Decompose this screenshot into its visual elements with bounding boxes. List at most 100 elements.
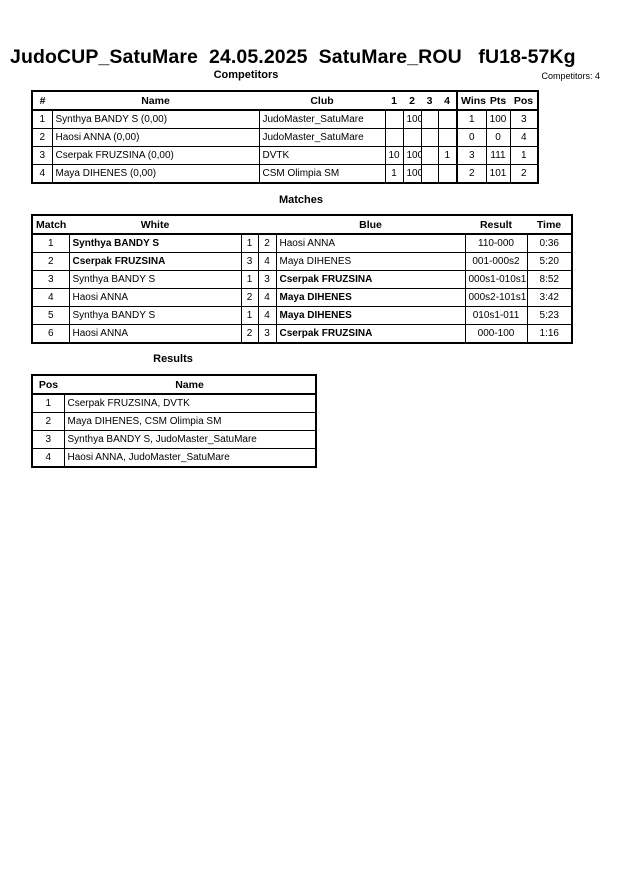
result-cell: 4 — [31, 448, 65, 468]
column-header: 2 — [403, 90, 421, 111]
competitor-cell — [402, 128, 422, 147]
competitor-cell: JudoMaster_SatuMare — [258, 109, 386, 129]
match-row: 4 Haosi ANNA 2 4 Maya DIHENES 000s2-101s1 3:42 — [31, 288, 573, 307]
result-cell: Maya DIHENES, CSM Olimpia SM — [63, 412, 317, 431]
competitor-cell: 3 — [31, 146, 53, 165]
competitor-cell: 2 — [456, 164, 487, 184]
match-no: 6 — [31, 324, 70, 344]
match-wn: 1 — [240, 306, 259, 325]
match-white: Haosi ANNA — [68, 324, 242, 344]
competitor-cell — [420, 128, 439, 147]
competitor-cell: 1 — [509, 146, 539, 165]
match-white: Synthya BANDY S — [68, 270, 242, 289]
competitor-cell: Haosi ANNA (0,00) — [51, 128, 260, 147]
match-row: 3 Synthya BANDY S 1 3 Cserpak FRUZSINA 000s1-… — [31, 270, 573, 289]
matches-heading: Matches — [278, 194, 324, 206]
match-white: Synthya BANDY S — [68, 233, 242, 253]
result-cell: Synthya BANDY S, JudoMaster_SatuMare — [63, 430, 317, 449]
competitor-cell — [437, 128, 458, 147]
competitors-heading: Competitors — [213, 69, 279, 81]
result-row: 4 Haosi ANNA, JudoMaster_SatuMare — [31, 448, 317, 468]
column-header: Pts — [486, 90, 510, 111]
competitor-cell: 4 — [509, 128, 539, 147]
match-blue: Maya DIHENES — [275, 288, 466, 307]
match-result: 110-000 — [464, 233, 528, 253]
match-result: 001-000s2 — [464, 252, 528, 271]
match-wn: 1 — [240, 233, 259, 253]
result-cell: Cserpak FRUZSINA, DVTK — [63, 393, 317, 413]
competitor-cell: Maya DIHENES (0,00) — [51, 164, 260, 184]
column-header: Name — [64, 374, 316, 395]
match-white: Synthya BANDY S — [68, 306, 242, 325]
competitor-cell — [384, 128, 404, 147]
column-header: Time — [527, 214, 572, 235]
competitor-cell: Cserpak FRUZSINA (0,00) — [51, 146, 260, 165]
match-time: 0:36 — [526, 233, 573, 253]
column-header: 4 — [438, 90, 457, 111]
result-cell: Haosi ANNA, JudoMaster_SatuMare — [63, 448, 317, 468]
match-no: 2 — [31, 252, 70, 271]
match-blue: Maya DIHENES — [275, 252, 466, 271]
match-blue: Maya DIHENES — [275, 306, 466, 325]
match-no: 1 — [31, 233, 70, 253]
competitor-cell: 101 — [485, 164, 511, 184]
match-bn: 4 — [257, 252, 277, 271]
competitor-cell: 100 — [402, 164, 422, 184]
result-row: 2 Maya DIHENES, CSM Olimpia SM — [31, 412, 317, 431]
match-result: 000-100 — [464, 324, 528, 344]
match-row: 1 Synthya BANDY S 1 2 Haosi ANNA 110-000 0:36 — [31, 233, 573, 253]
competitor-cell: 1 — [31, 109, 53, 129]
competitor-cell: 3 — [509, 109, 539, 129]
match-time: 8:52 — [526, 270, 573, 289]
column-header: # — [32, 90, 52, 111]
competitor-cell — [420, 164, 439, 184]
column-header: Name — [52, 90, 259, 111]
column-header: Result — [465, 214, 527, 235]
competitor-cell: 2 — [31, 128, 53, 147]
column-header: Club — [259, 90, 385, 111]
match-bn: 4 — [257, 306, 277, 325]
competitors-table: # Name Club 1 2 3 4 Wins Pts Pos 1 Synthya BANDY S … — [31, 90, 539, 184]
competitor-cell: 100 — [402, 146, 422, 165]
column-header: Wins — [456, 90, 486, 111]
match-bn: 2 — [257, 233, 277, 253]
match-result: 010s1-011 — [464, 306, 528, 325]
match-no: 5 — [31, 306, 70, 325]
match-white: Cserpak FRUZSINA — [68, 252, 242, 271]
match-wn: 2 — [240, 288, 259, 307]
results-heading: Results — [153, 353, 193, 365]
match-blue: Cserpak FRUZSINA — [275, 270, 466, 289]
match-wn: 2 — [240, 324, 259, 344]
competitor-row: 1 Synthya BANDY S (0,00) JudoMaster_SatuMa… — [31, 109, 539, 129]
competitor-cell: 3 — [456, 146, 487, 165]
match-row: 2 Cserpak FRUZSINA 3 4 Maya DIHENES 001-000s2… — [31, 252, 573, 271]
competitor-cell: CSM Olimpia SM — [258, 164, 386, 184]
competitor-cell: 0 — [456, 128, 487, 147]
match-bn: 3 — [257, 270, 277, 289]
column-header: Blue — [276, 214, 465, 235]
match-blue: Cserpak FRUZSINA — [275, 324, 466, 344]
competitor-cell: 4 — [31, 164, 53, 184]
column-header: Match — [32, 214, 69, 235]
match-result: 000s2-101s1 — [464, 288, 528, 307]
result-cell: 2 — [31, 412, 65, 431]
match-time: 1:16 — [526, 324, 573, 344]
column-header: Pos — [510, 90, 538, 111]
column-header: 3 — [421, 90, 438, 111]
competitor-cell — [420, 146, 439, 165]
match-bn: 4 — [257, 288, 277, 307]
competitor-cell — [437, 109, 458, 129]
column-header — [241, 214, 258, 235]
competitor-cell: 100 — [402, 109, 422, 129]
competitor-cell: 2 — [509, 164, 539, 184]
match-result: 000s1-010s1 — [464, 270, 528, 289]
competitor-cell: 1 — [384, 164, 404, 184]
result-row: 3 Synthya BANDY S, JudoMaster_SatuMare — [31, 430, 317, 449]
competitor-cell: 0 — [485, 128, 511, 147]
match-no: 3 — [31, 270, 70, 289]
match-time: 3:42 — [526, 288, 573, 307]
competitor-cell — [384, 109, 404, 129]
column-header — [258, 214, 276, 235]
